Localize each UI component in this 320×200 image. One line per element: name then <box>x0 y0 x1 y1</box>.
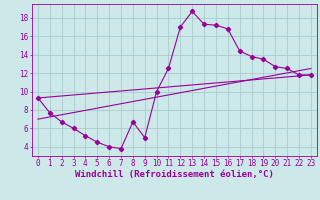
X-axis label: Windchill (Refroidissement éolien,°C): Windchill (Refroidissement éolien,°C) <box>75 170 274 179</box>
